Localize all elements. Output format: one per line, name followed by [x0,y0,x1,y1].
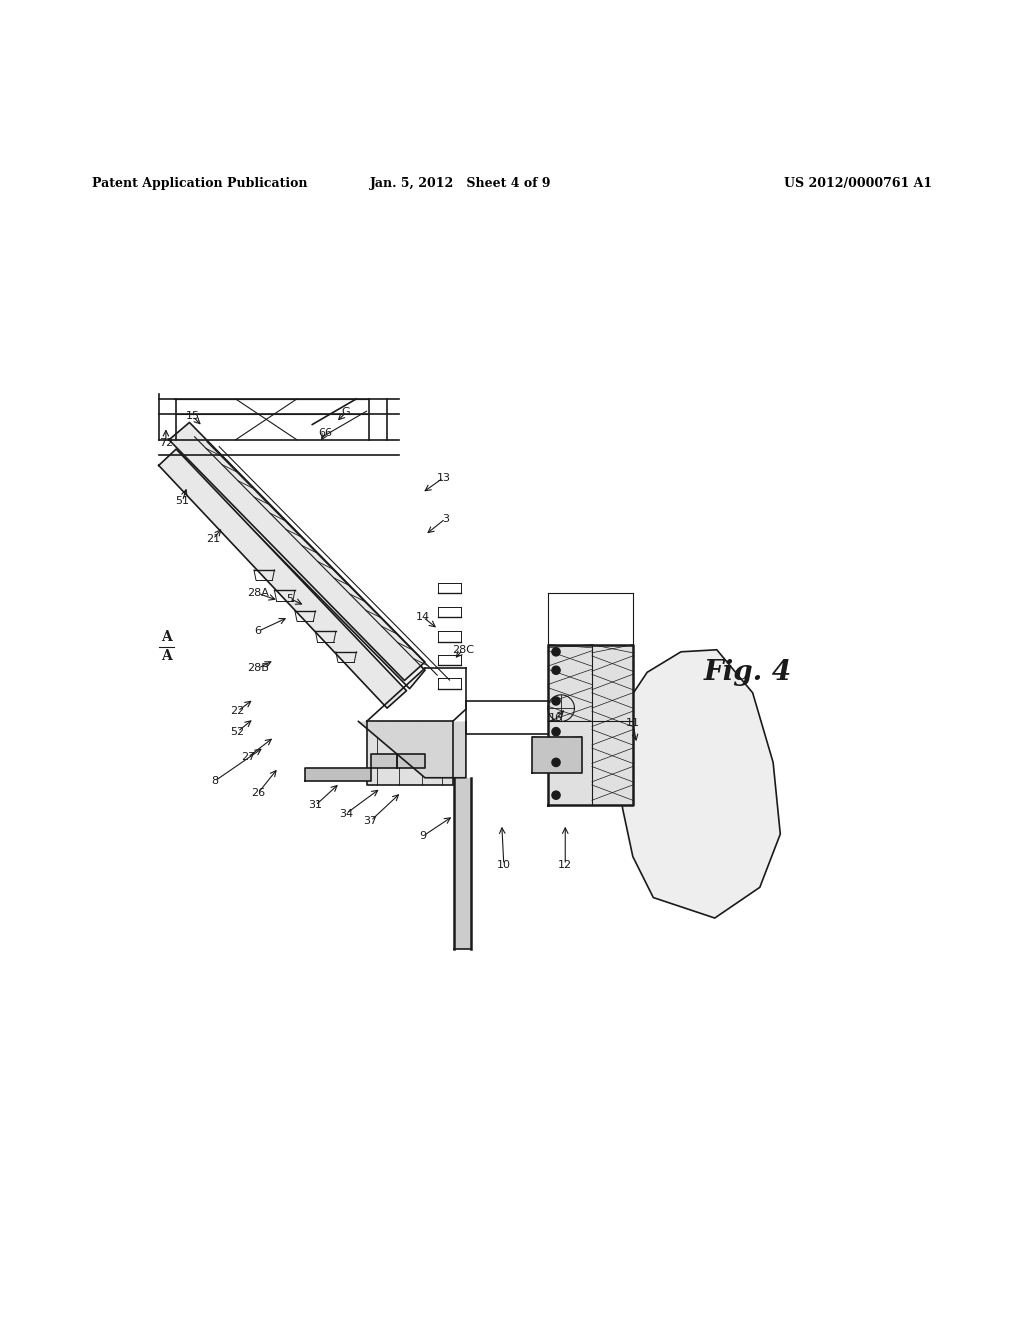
Text: 51: 51 [175,496,189,507]
Polygon shape [532,737,582,772]
Text: 28A: 28A [247,589,269,598]
Polygon shape [616,649,780,917]
Text: 14: 14 [416,612,430,622]
Text: 34: 34 [339,809,353,818]
Polygon shape [159,449,407,708]
Text: 26: 26 [251,788,265,799]
Text: 28B: 28B [247,663,269,673]
Circle shape [552,667,560,675]
Polygon shape [179,437,425,689]
Text: 13: 13 [436,473,451,483]
Text: 27: 27 [241,752,255,762]
Polygon shape [371,754,397,767]
Text: Jan. 5, 2012   Sheet 4 of 9: Jan. 5, 2012 Sheet 4 of 9 [370,177,552,190]
Circle shape [552,758,560,767]
Circle shape [552,791,560,800]
Polygon shape [454,777,471,949]
Text: A: A [162,631,172,644]
Text: 31: 31 [308,800,323,810]
Text: 12: 12 [558,859,572,870]
Text: 21: 21 [206,535,220,544]
Circle shape [552,697,560,705]
Text: Patent Application Publication: Patent Application Publication [92,177,307,190]
Text: 5: 5 [287,594,293,603]
Text: Fig. 4: Fig. 4 [703,659,792,686]
Text: 28C: 28C [452,644,474,655]
Text: A: A [162,649,172,663]
Text: 52: 52 [230,727,245,737]
Circle shape [552,727,560,735]
Polygon shape [169,422,425,681]
Text: 3: 3 [442,513,449,524]
Text: 15: 15 [185,412,200,421]
Polygon shape [305,767,371,781]
Polygon shape [548,644,633,805]
Polygon shape [358,722,466,777]
Text: 22: 22 [230,706,245,717]
Text: 66: 66 [318,428,333,438]
Text: 10: 10 [497,859,511,870]
Text: 11: 11 [626,718,640,729]
Text: 37: 37 [364,816,378,826]
Text: 6: 6 [255,626,261,636]
Text: US 2012/0000761 A1: US 2012/0000761 A1 [783,177,932,190]
Circle shape [552,648,560,656]
Text: 9: 9 [420,832,426,841]
Text: 72: 72 [159,438,173,447]
Polygon shape [367,722,453,785]
Text: 16: 16 [549,713,563,723]
Polygon shape [397,754,425,767]
Text: G: G [342,407,350,417]
Text: 8: 8 [212,776,218,785]
